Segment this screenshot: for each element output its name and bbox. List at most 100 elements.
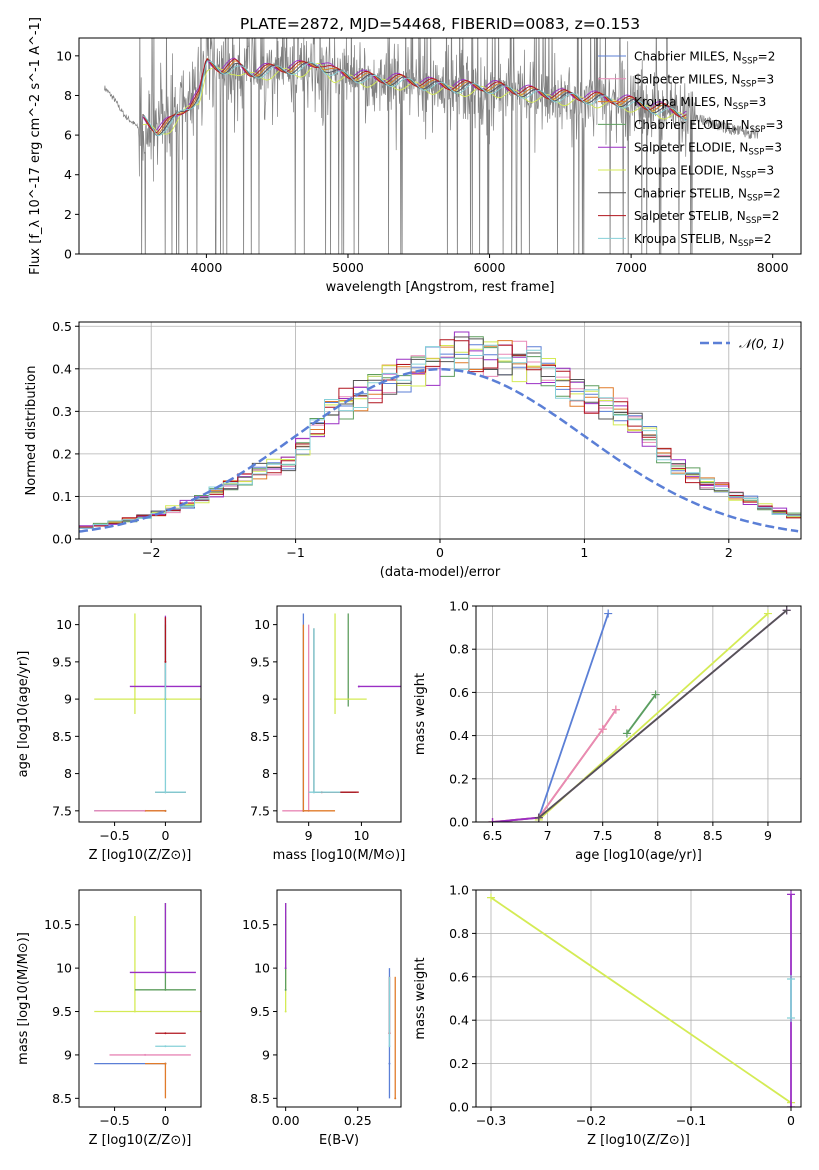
data-layer bbox=[94, 613, 201, 812]
y-axis-label: age [log10(age/yr)] bbox=[16, 651, 31, 778]
x-axis-label: (data-model)/error bbox=[380, 565, 501, 580]
x-axis-label: Z [log10(Z/Z⊙)] bbox=[587, 1133, 690, 1148]
axes-frame bbox=[276, 889, 402, 1108]
y-tick-label: 9 bbox=[64, 1047, 72, 1062]
x-tick-label: −0.5 bbox=[99, 1113, 129, 1128]
x-tick-label: 8000 bbox=[757, 260, 789, 275]
x-tick-label: 6.5 bbox=[483, 828, 503, 843]
y-tick-label: 2 bbox=[64, 207, 72, 222]
series-marker bbox=[782, 606, 791, 615]
y-tick-label: 1.0 bbox=[449, 599, 469, 614]
legend-suffix: =3 bbox=[766, 118, 784, 132]
data-layer bbox=[487, 890, 795, 1107]
x-tick-label: −0.1 bbox=[676, 1113, 706, 1128]
data-point bbox=[164, 971, 167, 974]
x-axis-label: age [log10(age/yr)] bbox=[575, 848, 702, 863]
axes-frame bbox=[276, 605, 402, 823]
x-tick-label: −0.3 bbox=[476, 1113, 506, 1128]
legend-subscript: SSP bbox=[733, 102, 749, 112]
x-tick-label: 1 bbox=[580, 545, 588, 560]
data-layer bbox=[104, 38, 759, 254]
axes-frame bbox=[78, 605, 202, 823]
y-tick-label: 0.5 bbox=[52, 319, 72, 334]
chart-massweight-vs-Z: −0.3 −0.2 −0.1 0 0.0 0.2 0.4 0.6 0.8 1.0 Z [log10(… bbox=[413, 883, 802, 1148]
x-tick-label: 9 bbox=[764, 828, 772, 843]
axes-frame bbox=[78, 37, 802, 255]
legend-subscript: SSP bbox=[741, 171, 757, 181]
x-tick-label: 0 bbox=[436, 545, 444, 560]
data-layer bbox=[488, 606, 791, 822]
y-tick-label: 10.5 bbox=[44, 917, 72, 932]
x-tick-label: 0 bbox=[161, 1113, 169, 1128]
data-layer bbox=[94, 903, 201, 1099]
y-tick-label: 0.2 bbox=[52, 446, 72, 461]
x-tick-label: 2 bbox=[725, 545, 733, 560]
y-tick-label: 10 bbox=[56, 617, 72, 632]
series-line bbox=[538, 609, 788, 819]
series-marker bbox=[787, 1014, 795, 1023]
data-point bbox=[133, 698, 136, 701]
y-tick-label: 8.5 bbox=[52, 729, 72, 744]
series-marker bbox=[787, 974, 795, 983]
series-marker bbox=[604, 609, 613, 618]
data-point bbox=[164, 1062, 167, 1065]
series-line bbox=[537, 613, 610, 818]
x-axis-label: Z [log10(Z/Z⊙)] bbox=[89, 848, 192, 863]
legend-subscript: SSP bbox=[746, 216, 762, 226]
subplots-group: Chabrier MILES, NSSP=2 Salpeter MILES, NS… bbox=[16, 17, 802, 1148]
legend-suffix: =3 bbox=[756, 164, 774, 178]
y-tick-label: 7.5 bbox=[250, 803, 270, 818]
chart-mass-vs-ebv: 0.00 0.25 8.5 9 9.5 10 10.5 E(B-V) bbox=[242, 889, 402, 1148]
legend-suffix: =3 bbox=[749, 95, 767, 109]
series-marker bbox=[487, 893, 495, 902]
x-tick-label: 9 bbox=[305, 828, 313, 843]
y-tick-label: 0.6 bbox=[449, 685, 469, 700]
x-tick-label: 0.00 bbox=[272, 1113, 300, 1128]
x-tick-label: −2 bbox=[142, 545, 160, 560]
model-line-chabrier-stelib bbox=[142, 58, 687, 136]
y-tick-label: 1.0 bbox=[449, 883, 469, 898]
data-point bbox=[284, 988, 287, 991]
data-point bbox=[164, 660, 167, 663]
y-axis-label: mass weight bbox=[413, 957, 428, 1039]
data-point bbox=[394, 1097, 397, 1100]
data-point bbox=[133, 1010, 136, 1013]
y-tick-label: 8.5 bbox=[250, 729, 270, 744]
series-marker bbox=[622, 729, 631, 738]
legend-suffix: =3 bbox=[764, 141, 782, 155]
data-point bbox=[284, 1010, 287, 1013]
legend-entry: Kroupa STELIB, NSSP=2 bbox=[634, 232, 772, 249]
data-point bbox=[302, 809, 305, 812]
chart-residuals: 𝒩(0, 1) −2 −1 0 1 2 0.0 0.1 0.2 0.3 0.4 0.5 (data-mo… bbox=[24, 319, 802, 580]
x-tick-label: 8.5 bbox=[703, 828, 723, 843]
y-tick-label: 9.5 bbox=[52, 1004, 72, 1019]
histogram-kroupa-elodie bbox=[79, 341, 801, 530]
model-line-kroupa-stelib bbox=[142, 60, 687, 137]
x-tick-label: 0.25 bbox=[344, 1113, 372, 1128]
legend-subscript: SSP bbox=[738, 239, 754, 249]
x-tick-label: 10 bbox=[353, 828, 369, 843]
y-tick-label: 0.2 bbox=[449, 1056, 469, 1071]
y-tick-label: 9 bbox=[262, 1047, 270, 1062]
y-tick-label: 4 bbox=[64, 167, 72, 182]
chart-age-vs-mass: 9 10 7.5 8 8.5 9 9.5 10 mass [log10(M/M⊙)] bbox=[250, 605, 405, 863]
data-point bbox=[144, 1053, 147, 1056]
y-axis-label: mass weight bbox=[413, 673, 428, 755]
y-tick-label: 0.0 bbox=[52, 532, 72, 547]
axes-frame bbox=[475, 605, 802, 823]
legend-entry: Kroupa ELODIE, NSSP=3 bbox=[634, 164, 774, 181]
axes-frame bbox=[475, 889, 802, 1108]
histogram-kroupa-stelib bbox=[79, 344, 801, 531]
y-tick-label: 0.3 bbox=[52, 404, 72, 419]
data-layer bbox=[284, 903, 397, 1100]
series-marker bbox=[598, 725, 607, 734]
data-layer bbox=[282, 613, 401, 812]
y-axis-label: Normed distribution bbox=[24, 366, 39, 496]
series-marker bbox=[488, 818, 497, 822]
legend-entry: Salpeter ELODIE, NSSP=3 bbox=[634, 141, 782, 158]
y-tick-label: 0.0 bbox=[449, 1100, 469, 1115]
y-tick-label: 8 bbox=[64, 766, 72, 781]
y-tick-label: 0.4 bbox=[449, 1013, 469, 1028]
x-tick-label: 0 bbox=[787, 1113, 795, 1128]
y-tick-label: 7.5 bbox=[52, 803, 72, 818]
